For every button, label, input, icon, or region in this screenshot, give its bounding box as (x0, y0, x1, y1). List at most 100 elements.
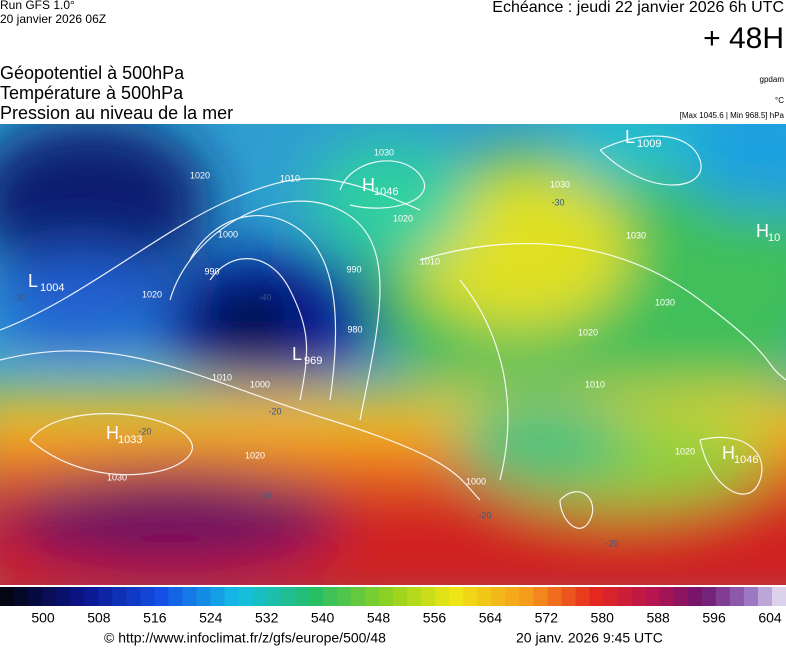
colorbar-label: 588 (646, 610, 670, 626)
temperature-label: -30 (551, 197, 564, 207)
isobar-label: 1030 (655, 297, 675, 307)
colorbar-swatch (757, 587, 773, 606)
colorbar-swatch (631, 587, 647, 606)
colorbar-swatch (771, 587, 786, 606)
colorbar-swatch (350, 587, 366, 606)
colorbar-swatch (308, 587, 324, 606)
colorbar-swatch (84, 587, 99, 606)
colorbar-label: 580 (591, 610, 615, 626)
isobar-label: 1020 (578, 327, 598, 337)
isobar-label: 1010 (280, 173, 300, 183)
center-letter: H (722, 443, 735, 463)
isobar-label: 1010 (212, 372, 232, 382)
colorbar-label: 564 (479, 610, 503, 626)
title-line: Température à 500hPa (0, 83, 184, 103)
run-date: 20 janvier 2026 06Z (0, 12, 106, 26)
colorbar-label: 532 (255, 610, 279, 626)
colorbar-swatch (280, 587, 296, 606)
colorbar-label: 500 (31, 610, 55, 626)
colorbar-swatch (14, 587, 29, 606)
colorbar-swatch (378, 587, 394, 606)
temperature-label: -20 (268, 406, 281, 416)
center-value: 969 (304, 355, 322, 367)
unit-label: gpdam (760, 75, 785, 84)
colorbar-label: 548 (367, 610, 391, 626)
colorbar-swatch (154, 587, 169, 606)
center-letter: L (292, 344, 302, 364)
center-letter: L (28, 271, 38, 291)
colorbar-swatch (547, 587, 562, 606)
colorbar-swatch (238, 587, 254, 606)
colorbar-swatch (168, 587, 183, 606)
colorbar-label: 540 (311, 610, 335, 626)
colorbar-swatch (28, 587, 43, 606)
colorbar-label: 596 (702, 610, 726, 626)
title-line: Pression au niveau de la mer (0, 103, 233, 123)
temperature-label: -20 (605, 538, 618, 548)
colorbar-swatch (210, 587, 226, 606)
colorbar-swatch (729, 587, 745, 606)
isobar-label: 1020 (393, 213, 413, 223)
colorbar-label: 524 (199, 610, 223, 626)
isobar-label: 1020 (675, 446, 695, 456)
isobar-label: 1010 (420, 256, 440, 266)
center-value: 1046 (374, 186, 398, 198)
isobar-label: 1000 (466, 476, 486, 486)
center-value: 1033 (118, 434, 142, 446)
colorbar-swatch (252, 587, 268, 606)
colorbar-label: 572 (535, 610, 559, 626)
colorbar-swatch (715, 587, 731, 606)
footer-url: © http://www.infoclimat.fr/z/gfs/europe/… (104, 630, 386, 646)
center-value: 1046 (734, 454, 758, 466)
footer-date: 20 janv. 2026 9:45 UTC (516, 630, 663, 646)
colorbar-swatch (98, 587, 113, 606)
isobar-label: 1020 (245, 450, 265, 460)
isobar-label: 980 (347, 324, 362, 334)
colorbar-swatch (533, 587, 548, 606)
colorbar-swatch (463, 587, 478, 606)
temperature-label: -40 (258, 292, 271, 302)
colorbar-swatch (491, 587, 506, 606)
center-value: 1009 (637, 138, 661, 150)
isobar-label: 1030 (107, 472, 127, 482)
forecast-time: Echéance : jeudi 22 janvier 2026 6h UTC (492, 0, 784, 16)
colorbar-swatch (266, 587, 282, 606)
colorbar-swatch (364, 587, 380, 606)
colorbar-swatch (519, 587, 534, 606)
colorbar-swatch (617, 587, 633, 606)
isobar-label: 1030 (374, 147, 394, 157)
isobar-label: 1010 (585, 379, 605, 389)
colorbar-swatch (435, 587, 450, 606)
lead-time: + 48H (703, 22, 784, 55)
isobar-label: 1020 (142, 289, 162, 299)
colorbar-label: 508 (87, 610, 111, 626)
temperature-label: -20 (478, 510, 491, 520)
colorbar-swatch (140, 587, 155, 606)
colorbar-swatch (42, 587, 57, 606)
colorbar-swatch (56, 587, 71, 606)
isobar-label: 1000 (218, 229, 238, 239)
colorbar-label: 556 (423, 610, 447, 626)
colorbar-swatch (701, 587, 717, 606)
run-label: Run GFS 1.0° (0, 0, 75, 12)
isobar-label: 1030 (626, 230, 646, 240)
colorbar-swatch (336, 587, 352, 606)
colorbar-label: 516 (143, 610, 167, 626)
colorbar-label: 604 (758, 610, 782, 626)
colorbar-swatch (743, 587, 759, 606)
center-value: 10 (768, 232, 780, 244)
colorbar-swatch (407, 587, 422, 606)
colorbar-swatch (659, 587, 675, 606)
colorbar-swatch (70, 587, 85, 606)
isobar-label: 1030 (550, 179, 570, 189)
center-letter: L (625, 127, 635, 147)
temperature-label: -10 (258, 490, 271, 500)
colorbar-swatch (603, 587, 619, 606)
unit-label: °C (775, 96, 784, 105)
center-letter: H (756, 221, 769, 241)
colorbar-swatch (449, 587, 464, 606)
colorbar-swatch (112, 587, 127, 606)
isobar-label: 990 (346, 264, 361, 274)
colorbar-swatch (126, 587, 141, 606)
